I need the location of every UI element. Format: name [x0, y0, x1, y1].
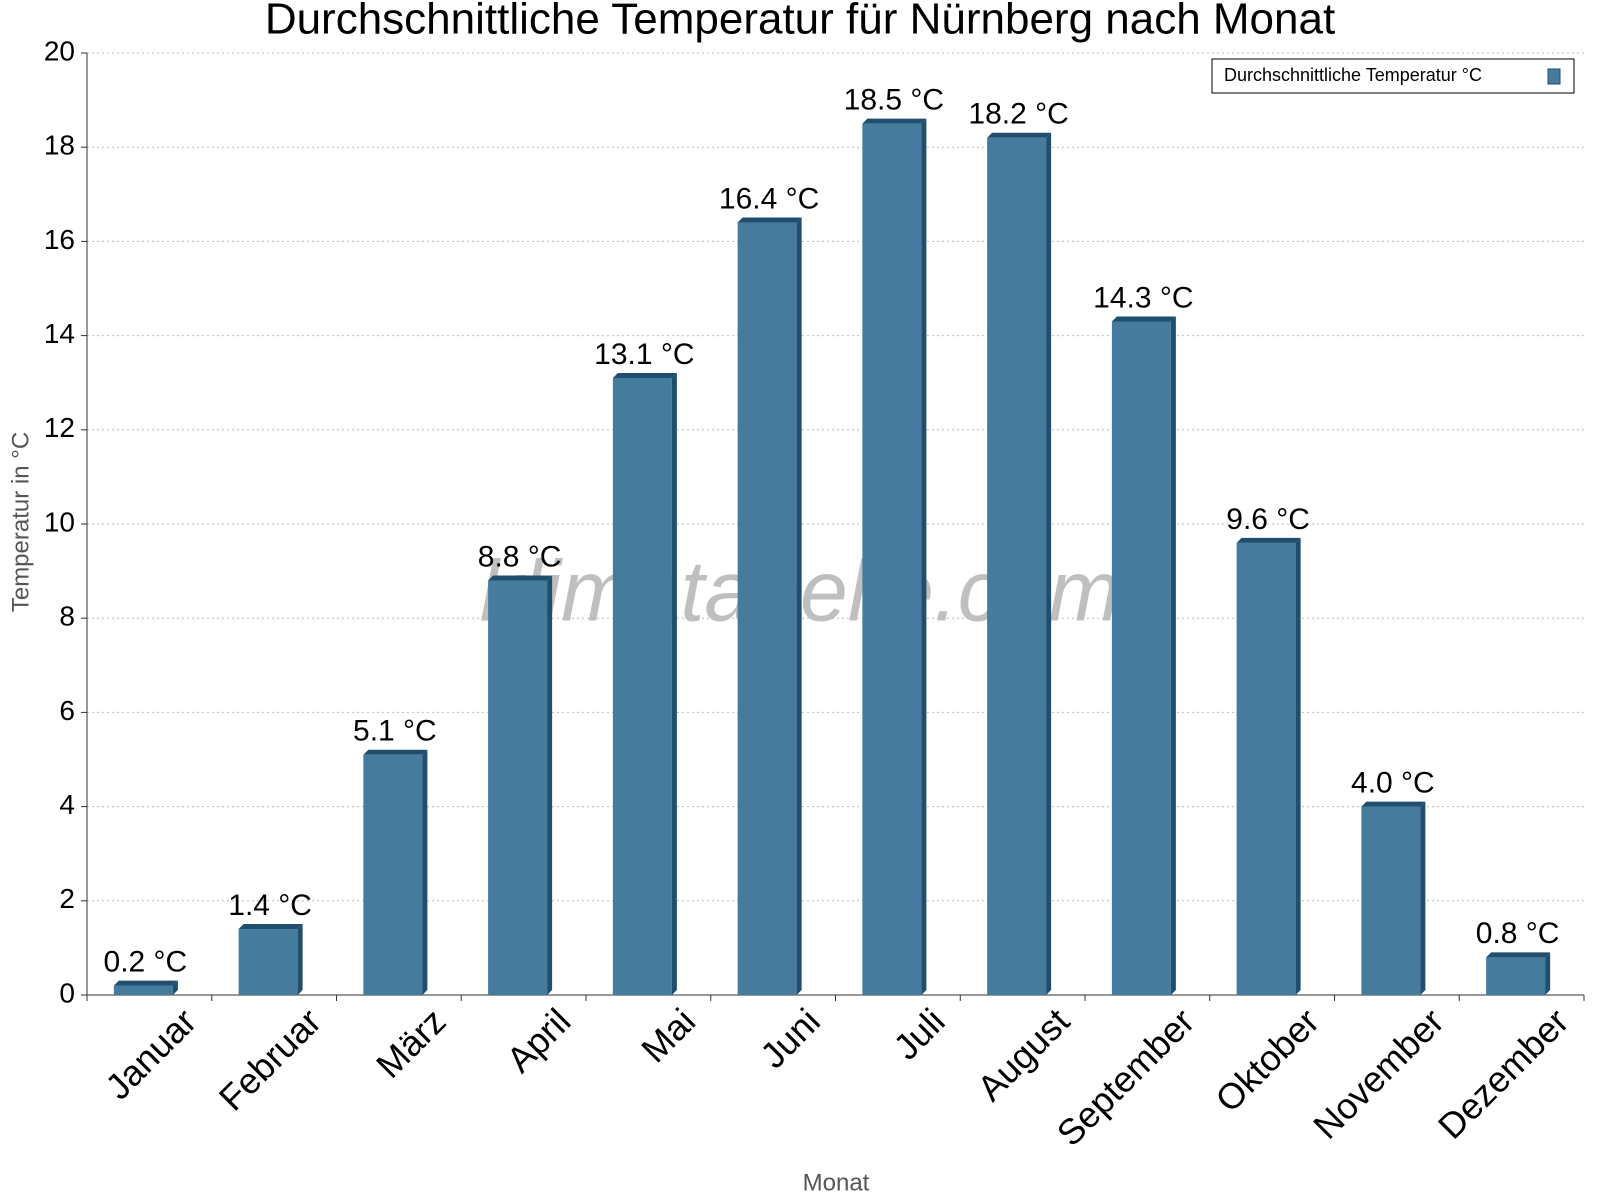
data-label: 13.1 °C [594, 338, 694, 371]
data-label: 9.6 °C [1226, 503, 1310, 536]
bar-side [671, 372, 677, 995]
bar-side [422, 749, 428, 995]
bar-front [1361, 806, 1421, 995]
x-tick-label: September [1049, 1000, 1203, 1154]
legend-box [1211, 58, 1575, 94]
x-tick-label: Mai [633, 1000, 703, 1070]
chart-title: Durchschnittliche Temperatur für Nürnber… [265, 0, 1335, 44]
data-label: 18.5 °C [844, 84, 944, 117]
y-tick-label: 4 [59, 789, 75, 820]
y-tick-label: 20 [44, 35, 75, 66]
bar-side [297, 924, 303, 995]
bar-top [612, 372, 677, 378]
bar-front [1236, 542, 1296, 995]
bar [1361, 801, 1426, 995]
bar-front [737, 222, 797, 995]
bar-top [1361, 801, 1426, 807]
bar-top [238, 924, 303, 930]
legend-swatch [1547, 68, 1561, 85]
data-label: 1.4 °C [228, 889, 312, 922]
x-axis-label: Monat [803, 1169, 870, 1196]
x-tick-label: Juli [885, 1000, 952, 1067]
bar [238, 924, 303, 995]
data-label: 8.8 °C [478, 540, 562, 573]
data-label: 5.1 °C [353, 715, 437, 748]
x-tick-label: April [498, 1000, 578, 1080]
bar-front [363, 754, 423, 995]
bar [862, 118, 927, 995]
bar-top [1486, 952, 1551, 958]
bar-side [547, 575, 553, 995]
x-tick-label: Januar [97, 1000, 204, 1107]
bar [363, 749, 428, 995]
bar-side [1170, 316, 1176, 996]
x-tick-label: Juni [752, 1000, 828, 1076]
bar [1111, 316, 1176, 996]
x-tick-label: August [969, 1000, 1077, 1108]
bar-top [113, 980, 178, 986]
y-tick-label: 2 [59, 883, 75, 914]
y-axis-label: Temperatur in °C [7, 432, 34, 612]
bar [1236, 537, 1301, 995]
bar [612, 372, 677, 995]
data-label: 18.2 °C [968, 98, 1068, 131]
bar-top [862, 118, 927, 124]
bar-top [1111, 316, 1176, 322]
bar-front [1111, 321, 1171, 996]
bar [987, 132, 1052, 995]
bar-side [921, 118, 927, 995]
bar-front [113, 985, 173, 995]
data-label: 0.8 °C [1476, 917, 1560, 950]
y-tick-label: 10 [44, 506, 75, 537]
bar-front [862, 123, 922, 995]
data-label: 14.3 °C [1093, 281, 1193, 314]
bar [737, 217, 802, 995]
y-tick-label: 16 [44, 224, 75, 255]
bar [113, 980, 178, 995]
bar-top [363, 749, 428, 755]
x-tick-label: Februar [211, 1000, 329, 1118]
bar-top [488, 575, 553, 581]
x-tick-label: Dezember [1430, 1000, 1576, 1146]
bar [488, 575, 553, 995]
bar-side [1295, 537, 1301, 995]
data-label: 16.4 °C [719, 182, 819, 215]
bar-top [1236, 537, 1301, 543]
y-tick-label: 12 [44, 412, 75, 443]
x-tick-label: November [1305, 1000, 1451, 1146]
y-tick-label: 14 [44, 318, 75, 349]
y-tick-label: 18 [44, 130, 75, 161]
bar-side [796, 217, 802, 995]
bar-front [1486, 957, 1546, 995]
data-label: 4.0 °C [1351, 767, 1435, 800]
x-tick-label: März [368, 1000, 454, 1086]
y-tick-label: 8 [59, 601, 75, 632]
bar-front [612, 377, 672, 995]
bar-side [172, 980, 178, 995]
bar-side [1046, 132, 1052, 995]
y-tick-label: 0 [59, 977, 75, 1008]
legend-label: Durchschnittliche Temperatur °C [1224, 65, 1482, 85]
data-label: 0.2 °C [104, 946, 188, 979]
bar [1486, 952, 1551, 995]
bar-top [737, 217, 802, 223]
bar-front [238, 929, 298, 995]
y-tick-label: 6 [59, 695, 75, 726]
bar-top [987, 132, 1052, 138]
bar-side [1545, 952, 1551, 995]
bar-front [987, 137, 1047, 995]
x-tick-label: Oktober [1207, 1000, 1327, 1120]
bar-side [1420, 801, 1426, 995]
bar-front [488, 580, 548, 995]
